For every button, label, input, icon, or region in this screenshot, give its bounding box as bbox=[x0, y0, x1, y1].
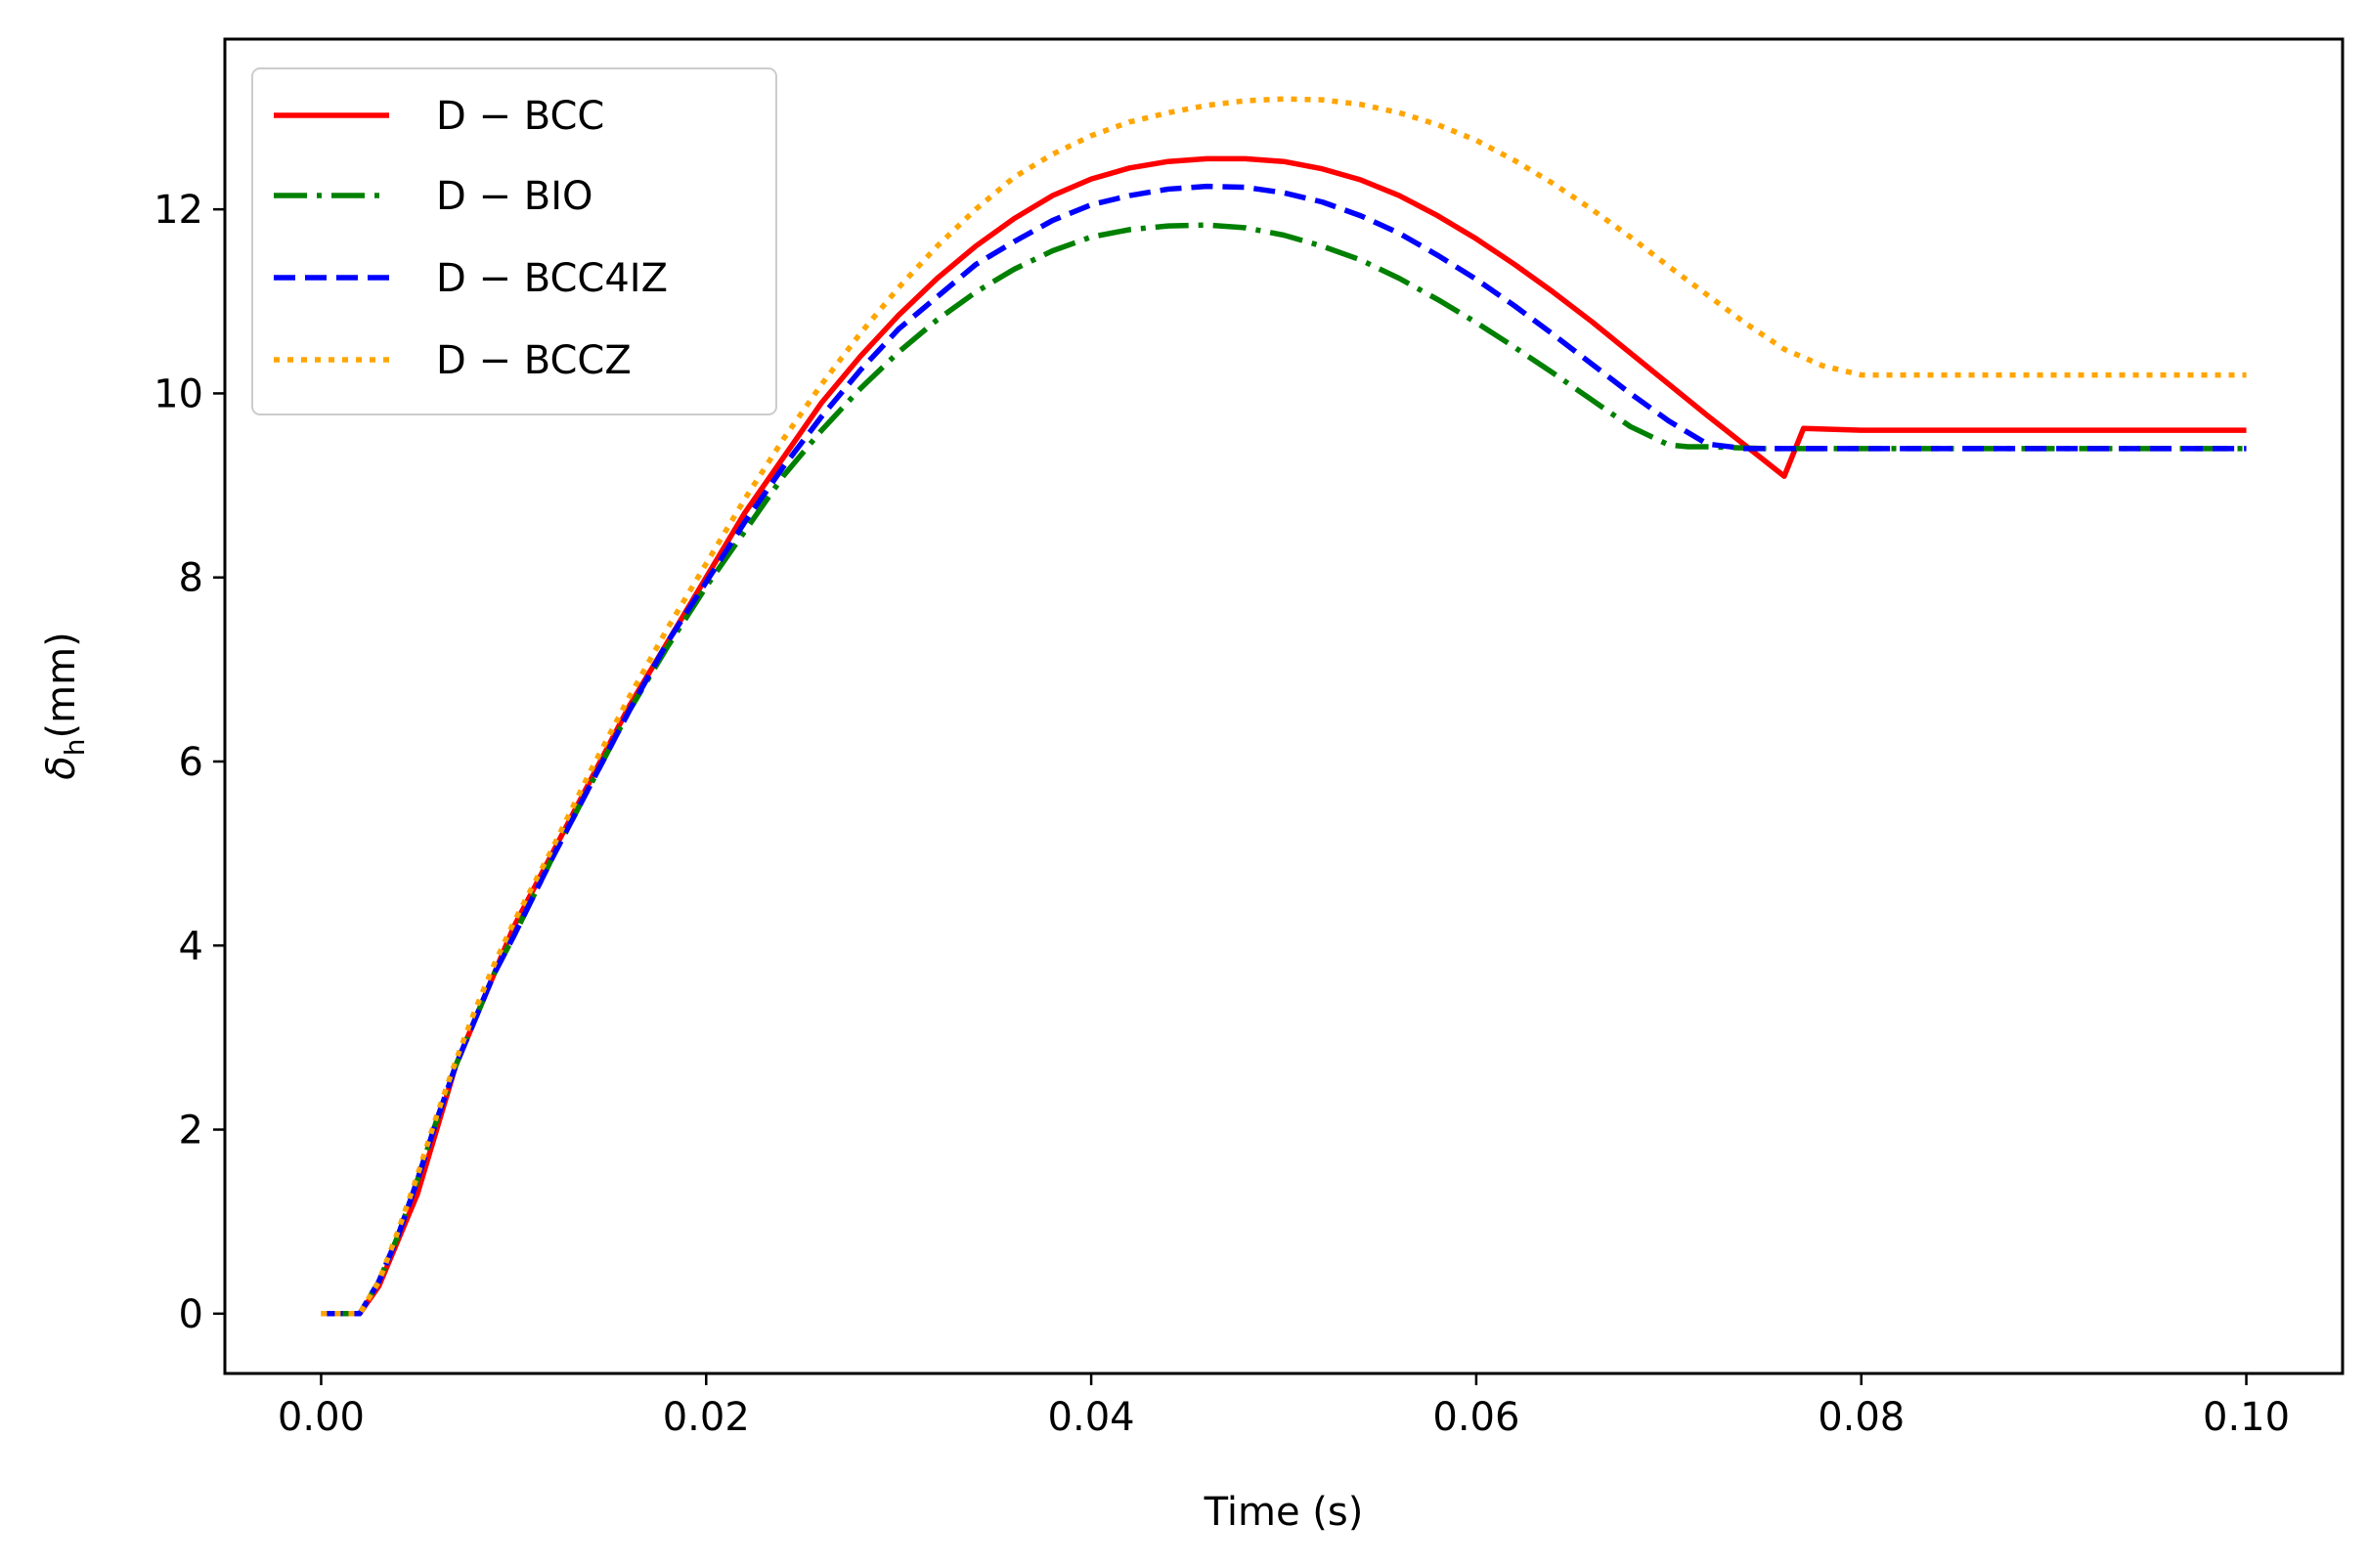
legend: D − BCC D − BIO D − BCC4IZ D − BCCZ bbox=[251, 67, 777, 415]
legend-entry-bcc: D − BCC bbox=[274, 94, 604, 139]
x-tick-label: 0.04 bbox=[1048, 1395, 1135, 1440]
legend-entry-bccz: D − BCCZ bbox=[274, 338, 632, 383]
x-tick-label: 0.06 bbox=[1432, 1395, 1519, 1440]
y-tick-label: 2 bbox=[179, 1109, 203, 1154]
y-tick-label: 0 bbox=[179, 1292, 203, 1337]
y-tick-label: 10 bbox=[153, 371, 203, 416]
series-line-d-bio bbox=[321, 222, 2247, 1317]
y-tick-label: 12 bbox=[153, 188, 203, 233]
y-axis-symbol: δ bbox=[39, 756, 84, 779]
x-tick-label: 0.08 bbox=[1818, 1395, 1905, 1440]
x-axis-label: Time (s) bbox=[1204, 1490, 1364, 1535]
legend-label-bcc4iz: D − BCC4IZ bbox=[436, 256, 668, 301]
series-line-d-bcc4iz bbox=[321, 183, 2247, 1317]
y-axis-label: δh(mm) bbox=[39, 632, 91, 779]
series-line-d-bccz bbox=[321, 96, 2247, 1317]
series-layer bbox=[321, 96, 2247, 1317]
x-axis: 0.00 0.02 0.04 0.06 0.08 0.10 bbox=[278, 1373, 2290, 1440]
x-tick-label: 0.00 bbox=[278, 1395, 365, 1440]
y-axis-subscript: h bbox=[59, 738, 91, 756]
plot-frame bbox=[223, 37, 2345, 1375]
x-tick-label: 0.10 bbox=[2203, 1395, 2290, 1440]
y-tick-label: 4 bbox=[179, 924, 203, 969]
y-tick-label: 8 bbox=[179, 556, 203, 601]
y-axis: 0 2 4 6 8 10 12 bbox=[153, 188, 225, 1337]
legend-label-bio: D − BIO bbox=[436, 174, 592, 219]
x-tick-label: 0.02 bbox=[663, 1395, 750, 1440]
legend-entry-bio: D − BIO bbox=[274, 174, 592, 219]
legend-box bbox=[251, 67, 777, 415]
legend-entry-bcc4iz: D − BCC4IZ bbox=[274, 256, 668, 301]
y-tick-label: 6 bbox=[179, 740, 203, 785]
y-axis-unit: (mm) bbox=[39, 632, 84, 738]
legend-label-bccz: D − BCCZ bbox=[436, 338, 632, 383]
legend-label-bcc: D − BCC bbox=[436, 94, 604, 139]
